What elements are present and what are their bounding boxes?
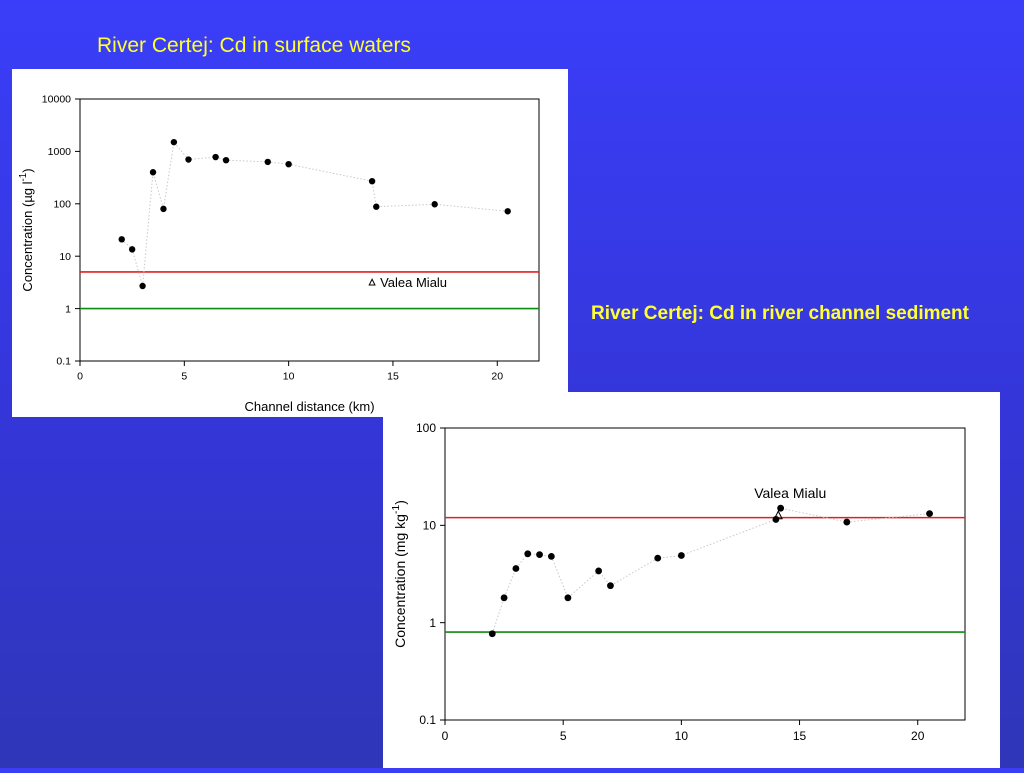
surface-water-data-point xyxy=(368,177,376,185)
surface-water-xtick-label: 15 xyxy=(387,371,399,383)
surface-water-ytick-label: 100 xyxy=(53,198,71,210)
sediment-ytick-label: 1 xyxy=(429,616,436,630)
sediment-y-axis-label: Concentration (mg kg-1) xyxy=(390,500,408,648)
sediment-data-point xyxy=(564,594,572,602)
sediment-plot-frame xyxy=(444,427,966,721)
sediment-data-point xyxy=(536,551,543,559)
sediment-chart-caption: River Certej: Cd in river channel sedime… xyxy=(590,303,969,324)
sediment-data-point xyxy=(777,504,785,512)
sediment-data-point xyxy=(677,552,685,559)
sediment-data-point xyxy=(654,554,662,562)
sediment-xtick-label: 10 xyxy=(675,729,689,743)
surface-water-data-point xyxy=(285,160,292,168)
sediment-data-point xyxy=(595,567,603,575)
sediment-data-point xyxy=(524,550,532,558)
surface-water-data-point xyxy=(149,169,157,176)
surface-water-ytick-label: 10000 xyxy=(42,94,71,106)
surface-water-ytick-label: 1000 xyxy=(48,146,72,158)
sediment-ytick-label: 100 xyxy=(416,421,436,435)
surface-water-data-point xyxy=(139,282,146,290)
surface-water-chart: 0.1 1 10 100 1000 10000 0 5 10 15 20 Valea Mialu Cha… xyxy=(18,94,540,414)
surface-water-ytick-label: 1 xyxy=(65,303,71,315)
surface-water-data-point xyxy=(431,201,438,208)
sediment-data-point xyxy=(772,516,780,523)
surface-water-data-point xyxy=(118,236,125,243)
sediment-annotation-label: Valea Mialu xyxy=(754,485,826,501)
sediment-series-line xyxy=(491,507,930,634)
slide-title: River Certej: Cd in surface waters xyxy=(97,34,411,57)
surface-water-data-point xyxy=(222,156,230,164)
surface-water-data-point xyxy=(504,208,511,215)
sediment-data-point xyxy=(607,582,614,590)
sediment-annotation-triangle xyxy=(773,509,783,520)
surface-water-data-point xyxy=(212,153,219,161)
surface-water-chart-panel: 0.1 1 10 100 1000 10000 0 5 10 15 20 Valea Mialu Cha… xyxy=(12,69,568,417)
sediment-data-point xyxy=(547,552,555,560)
sediment-ytick-label: 0.1 xyxy=(419,713,436,727)
sediment-ytick-label: 10 xyxy=(423,519,437,533)
surface-water-series-line xyxy=(121,141,508,287)
surface-water-annotation-triangle xyxy=(368,278,376,286)
surface-water-xtick-label: 20 xyxy=(491,371,503,383)
surface-water-plot-frame xyxy=(79,98,540,362)
sediment-data-point xyxy=(488,630,496,638)
sediment-xtick-label: 20 xyxy=(911,729,925,743)
sediment-xtick-label: 15 xyxy=(793,729,807,743)
surface-water-xtick-label: 10 xyxy=(283,371,295,383)
surface-water-data-point xyxy=(264,158,271,166)
sediment-xtick-label: 5 xyxy=(560,729,567,743)
surface-water-data-point xyxy=(185,156,192,163)
sediment-data-point xyxy=(500,594,508,602)
surface-water-data-point xyxy=(128,246,136,253)
surface-water-annotation-label: Valea Mialu xyxy=(380,275,447,290)
surface-water-data-point xyxy=(160,205,167,213)
sediment-data-point xyxy=(926,510,933,517)
sediment-data-point xyxy=(512,565,520,572)
surface-water-data-point xyxy=(170,138,178,146)
sediment-data-point xyxy=(843,518,851,526)
surface-water-ytick-label: 0.1 xyxy=(56,356,71,368)
surface-water-xtick-label: 5 xyxy=(181,371,187,383)
surface-water-data-point xyxy=(373,203,380,210)
surface-water-y-axis-label: Concentration (µg l-1) xyxy=(18,168,35,291)
surface-water-ytick-label: 10 xyxy=(59,251,71,263)
sediment-xtick-label: 0 xyxy=(442,729,449,743)
surface-water-x-axis-label: Channel distance (km) xyxy=(244,399,374,414)
surface-water-xtick-label: 0 xyxy=(77,371,83,383)
